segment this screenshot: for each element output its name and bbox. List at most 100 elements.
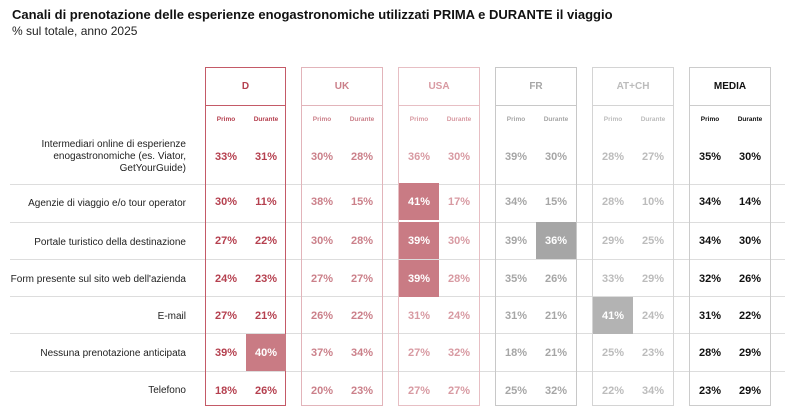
row-label-text: Agenzie di viaggio e/o tour operator	[28, 197, 186, 209]
sub-header: Primo	[506, 116, 526, 123]
data-cell: 28%	[601, 195, 625, 208]
data-cell: 26%	[738, 272, 762, 285]
chart-subtitle: % sul totale, anno 2025	[12, 24, 138, 38]
data-cell: 25%	[504, 384, 528, 397]
data-cell: 39%	[504, 151, 528, 163]
data-cell: 30%	[738, 234, 762, 247]
data-cell: 27%	[214, 309, 238, 322]
data-cell: 22%	[350, 309, 374, 322]
row-label-text: Portale turistico della destinazione	[34, 236, 186, 248]
data-cell: 26%	[254, 384, 278, 397]
data-cell: 34%	[698, 234, 722, 247]
sub-header: Durante	[349, 116, 375, 123]
data-cell: 23%	[698, 384, 722, 397]
group-header: AT+CH	[592, 67, 674, 106]
data-cell: 32%	[447, 346, 471, 359]
data-cell: 32%	[544, 384, 568, 397]
group-header: FR	[495, 67, 577, 106]
row-label: E-mail	[10, 298, 186, 335]
data-cell: 31%	[407, 309, 431, 322]
data-cell: 26%	[544, 272, 568, 285]
group-header: D	[205, 67, 286, 106]
data-cell: 36%	[407, 151, 431, 163]
data-cell: 32%	[698, 272, 722, 285]
data-cell: 21%	[544, 309, 568, 322]
data-cell: 38%	[310, 195, 334, 208]
data-cell: 27%	[407, 384, 431, 397]
data-cell: 28%	[350, 151, 374, 163]
data-cell: 15%	[350, 195, 374, 208]
data-cell: 11%	[255, 195, 277, 208]
group-box	[301, 67, 383, 406]
data-cell: 30%	[544, 151, 568, 163]
row-label-text: Nessuna prenotazione anticipata	[40, 347, 186, 359]
row-label-text: Form presente sul sito web dell'azienda	[10, 273, 186, 285]
group-box	[398, 67, 480, 406]
sub-header: Durante	[543, 116, 569, 123]
data-cell: 24%	[214, 272, 238, 285]
data-cell: 31%	[254, 151, 278, 163]
data-cell: 30%	[310, 151, 334, 163]
data-cell: 24%	[447, 309, 471, 322]
data-cell: 20%	[310, 384, 334, 397]
sub-header: Primo	[216, 116, 236, 123]
sub-header: Primo	[409, 116, 429, 123]
data-cell: 30%	[310, 234, 334, 247]
group-box	[689, 67, 771, 406]
data-cell: 18%	[504, 346, 528, 359]
row-label-text: Intermediari online di esperienze enogas…	[41, 139, 186, 174]
group-header: MEDIA	[689, 67, 771, 106]
data-cell: 26%	[310, 309, 334, 322]
data-cell: 23%	[254, 272, 278, 285]
data-cell: 28%	[447, 272, 471, 285]
data-cell: 41%	[399, 183, 439, 220]
row-separator	[10, 333, 785, 334]
row-separator	[10, 259, 785, 260]
data-cell: 28%	[350, 234, 374, 247]
data-cell: 41%	[593, 297, 633, 334]
data-cell: 27%	[350, 272, 374, 285]
data-cell: 28%	[698, 346, 722, 359]
data-cell: 18%	[214, 384, 238, 397]
data-cell: 39%	[399, 222, 439, 259]
data-cell: 21%	[544, 346, 568, 359]
data-cell: 27%	[214, 234, 238, 247]
row-label: Nessuna prenotazione anticipata	[10, 335, 186, 372]
data-cell: 24%	[641, 309, 665, 322]
data-cell: 35%	[698, 151, 722, 163]
data-cell: 23%	[350, 384, 374, 397]
data-cell: 34%	[504, 195, 528, 208]
data-cell: 39%	[399, 260, 439, 297]
row-label-text: E-mail	[157, 310, 186, 322]
sub-header: Primo	[603, 116, 623, 123]
row-label: Agenzie di viaggio e/o tour operator	[10, 185, 186, 222]
data-cell: 27%	[641, 151, 665, 163]
sub-header: Durante	[737, 116, 763, 123]
row-separator	[10, 296, 785, 297]
sub-header: Primo	[312, 116, 332, 123]
data-cell: 14%	[738, 195, 762, 208]
sub-header: Primo	[700, 116, 720, 123]
data-cell: 21%	[254, 309, 278, 322]
data-cell: 30%	[214, 195, 238, 208]
row-separator	[10, 184, 785, 185]
data-cell: 29%	[738, 384, 762, 397]
data-cell: 25%	[601, 346, 625, 359]
data-cell: 27%	[447, 384, 471, 397]
data-cell: 33%	[214, 151, 238, 163]
data-cell: 23%	[641, 346, 665, 359]
sub-header: Durante	[446, 116, 472, 123]
data-cell: 30%	[447, 151, 471, 163]
data-cell: 29%	[601, 234, 625, 247]
data-cell: 25%	[641, 234, 665, 247]
data-cell: 40%	[246, 334, 286, 371]
data-cell: 29%	[641, 272, 665, 285]
row-label-text: Telefono	[148, 384, 186, 396]
data-cell: 31%	[698, 309, 722, 322]
group-header: UK	[301, 67, 383, 106]
row-label: Telefono	[10, 372, 186, 409]
row-label: Form presente sul sito web dell'azienda	[10, 261, 186, 298]
data-cell: 27%	[310, 272, 334, 285]
data-cell: 27%	[407, 346, 431, 359]
data-cell: 31%	[504, 309, 528, 322]
